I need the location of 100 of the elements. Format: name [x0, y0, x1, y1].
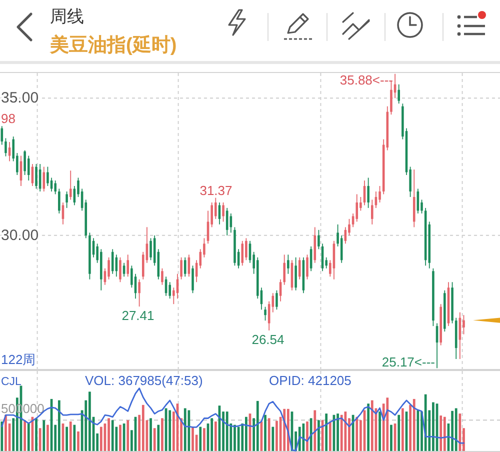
annotation: 26.54	[252, 332, 284, 347]
candlestick	[58, 188, 60, 214]
bar	[234, 424, 236, 452]
bar	[27, 423, 30, 452]
candlestick	[241, 240, 244, 266]
annotation: VOL: 367985(47:53)	[85, 373, 203, 388]
bar	[440, 416, 442, 452]
candlestick	[398, 84, 400, 104]
bar	[192, 426, 194, 452]
candlestick	[264, 306, 266, 322]
candlestick	[54, 180, 56, 195]
bar	[157, 424, 160, 452]
bar	[276, 420, 278, 452]
bar	[38, 428, 42, 452]
candlestick	[245, 238, 248, 261]
bar	[226, 412, 228, 452]
candlestick	[4, 138, 7, 157]
bar	[401, 408, 404, 452]
candlestick	[27, 155, 30, 181]
candlestick	[192, 265, 194, 294]
candlestick	[138, 278, 140, 307]
bar	[73, 424, 76, 452]
bar	[325, 414, 328, 452]
bar	[367, 404, 370, 452]
y-tick-label: 30.00	[1, 226, 39, 244]
candlestick	[283, 254, 286, 286]
candlestick	[108, 256, 110, 280]
bar	[443, 416, 446, 452]
bar	[432, 402, 434, 452]
candlestick	[340, 234, 343, 264]
y-tick-label: 35.00	[1, 90, 39, 107]
bar	[272, 426, 274, 452]
bar	[412, 398, 416, 452]
candlestick	[122, 262, 126, 278]
candlestick	[298, 256, 301, 280]
candlestick	[69, 170, 72, 200]
bar	[390, 424, 392, 452]
bar	[283, 408, 286, 452]
candlestick	[276, 290, 278, 310]
candlestick	[119, 256, 122, 283]
annotation: 31.37	[200, 183, 232, 198]
candlestick	[306, 254, 308, 280]
bar	[451, 410, 454, 452]
bar	[328, 422, 332, 452]
bar	[336, 414, 339, 452]
candlestick	[66, 191, 68, 208]
bar	[344, 412, 347, 452]
bar	[318, 420, 320, 452]
annotation: OPID: 421205	[269, 373, 352, 388]
bar	[256, 400, 259, 452]
bar	[100, 426, 102, 452]
bar	[424, 394, 427, 452]
candlestick	[367, 177, 370, 208]
candlestick	[222, 202, 224, 222]
bar	[458, 414, 462, 452]
candlestick	[168, 282, 171, 300]
bar	[184, 408, 186, 452]
bar	[126, 420, 130, 452]
candlestick	[294, 256, 297, 291]
candlestick	[318, 229, 320, 250]
bar	[88, 392, 91, 452]
annotation: 98	[1, 111, 16, 126]
bar	[153, 428, 156, 452]
bar	[168, 410, 172, 452]
bar	[77, 431, 80, 452]
bar	[268, 418, 270, 452]
candlestick	[378, 186, 381, 203]
bar	[108, 418, 110, 452]
candlestick	[24, 150, 26, 176]
bar	[398, 414, 400, 452]
annotation: 35.88<---	[340, 72, 393, 88]
bar	[378, 412, 381, 452]
candlestick	[46, 166, 49, 186]
candlestick	[356, 194, 358, 222]
bar	[370, 400, 374, 452]
candlestick	[370, 199, 374, 225]
bar	[210, 418, 214, 452]
bar	[69, 422, 72, 452]
chart-title: CJL	[1, 376, 22, 388]
bar	[4, 414, 7, 452]
candlestick	[150, 238, 152, 261]
bar	[150, 418, 152, 452]
bar	[24, 420, 26, 452]
candlestick	[184, 256, 186, 278]
bar	[245, 416, 248, 452]
annotation: 122周	[1, 352, 36, 367]
candlestick	[8, 142, 11, 162]
bar	[310, 418, 312, 452]
candlestick	[126, 254, 130, 278]
bar	[66, 426, 68, 452]
candlestick	[287, 254, 290, 274]
annotation: 25.17<---	[382, 354, 435, 370]
candlestick	[180, 256, 182, 280]
chart-subtitle: 美豆油指(延时)	[49, 34, 177, 56]
bar	[42, 420, 46, 452]
bar	[161, 418, 164, 452]
bar	[340, 414, 343, 452]
bar	[314, 410, 316, 452]
bar	[111, 420, 114, 452]
bar	[386, 398, 389, 452]
